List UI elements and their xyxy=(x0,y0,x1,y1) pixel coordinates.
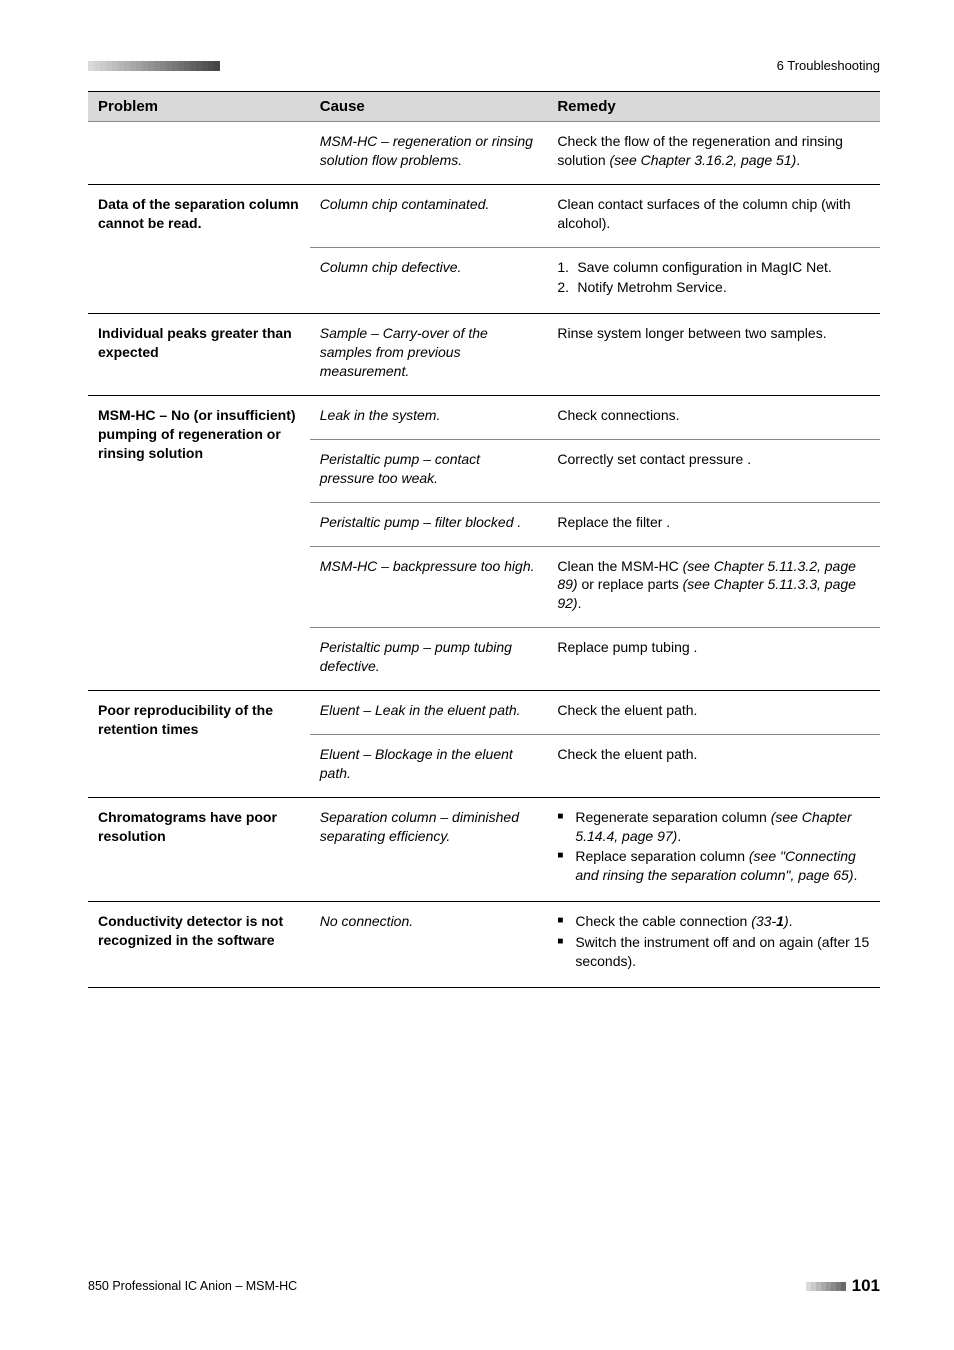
remedy-cell: Check the cable connection (33-1). Switch… xyxy=(547,902,880,988)
cause-cell: Peristaltic pump – filter blocked . xyxy=(310,502,548,546)
cause-text: Peristaltic pump – filter blocked . xyxy=(320,514,522,530)
problem-cell: Conductivity detector is not recognized … xyxy=(88,902,310,988)
problem-label: Conductivity detector is not recognized … xyxy=(98,913,283,948)
cause-text: Leak in the system. xyxy=(320,407,441,423)
problem-label: Data of the separation column cannot be … xyxy=(98,196,299,231)
cause-text: Eluent – Leak in the eluent path. xyxy=(320,702,521,718)
header-dash xyxy=(214,61,220,71)
remedy-cell: Replace the filter . xyxy=(547,502,880,546)
cause-text: Peristaltic pump – pump tubing defective… xyxy=(320,639,512,674)
remedy-item: Check the cable connection (33-1). xyxy=(557,912,870,931)
table-row: Poor reproducibility of the retention ti… xyxy=(88,691,880,735)
cause-cell: Peristaltic pump – pump tubing defective… xyxy=(310,628,548,691)
table-row: Conductivity detector is not recognized … xyxy=(88,902,880,988)
remedy-cell: Clean contact surfaces of the column chi… xyxy=(547,184,880,247)
remedy-cell: Check the eluent path. xyxy=(547,734,880,797)
cause-cell: Separation column – diminished separatin… xyxy=(310,797,548,902)
problem-label: Individual peaks greater than expected xyxy=(98,325,292,360)
cause-cell: No connection. xyxy=(310,902,548,988)
cause-cell: Column chip contaminated. xyxy=(310,184,548,247)
cause-text: Column chip contaminated. xyxy=(320,196,490,212)
table-row: Data of the separation column cannot be … xyxy=(88,184,880,247)
remedy-item: Switch the instrument off and on again (… xyxy=(557,933,870,971)
problem-label: Poor reproducibility of the retention ti… xyxy=(98,702,273,737)
page-number: 101 xyxy=(852,1276,880,1296)
problem-cell: Chromatograms have poor resolution xyxy=(88,797,310,902)
remedy-cell: Check the flow of the regeneration and r… xyxy=(547,122,880,185)
remedy-cell: Rinse system longer between two samples. xyxy=(547,314,880,396)
cause-cell: Sample – Carry-over of the samples from … xyxy=(310,314,548,396)
table-row: MSM-HC – regeneration or rinsing solutio… xyxy=(88,122,880,185)
table-body: MSM-HC – regeneration or rinsing solutio… xyxy=(88,122,880,988)
remedy-item: 2.Notify Metrohm Service. xyxy=(557,278,870,297)
problem-label: MSM-HC – No (or insufficient) pumping of… xyxy=(98,407,296,461)
troubleshooting-table: Problem Cause Remedy MSM-HC – regenerati… xyxy=(88,91,880,988)
cause-cell: Peristaltic pump – contact pressure too … xyxy=(310,439,548,502)
header-dashes xyxy=(88,61,220,71)
problem-label: Chromatograms have poor resolution xyxy=(98,809,277,844)
th-remedy: Remedy xyxy=(547,92,880,122)
cause-cell: Eluent – Blockage in the eluent path. xyxy=(310,734,548,797)
cause-text: Separation column – diminished separatin… xyxy=(320,809,519,844)
remedy-cell: Check the eluent path. xyxy=(547,691,880,735)
table-row: MSM-HC – No (or insufficient) pumping of… xyxy=(88,396,880,440)
problem-cell: Poor reproducibility of the retention ti… xyxy=(88,691,310,798)
table-row: Chromatograms have poor resolution Separa… xyxy=(88,797,880,902)
cause-text: No connection. xyxy=(320,913,413,929)
cause-text: MSM-HC – regeneration or rinsing solutio… xyxy=(320,133,533,168)
remedy-item: 1.Save column configuration in MagIC Net… xyxy=(557,258,870,277)
remedy-cell: 1.Save column configuration in MagIC Net… xyxy=(547,247,880,314)
remedy-cell: Replace pump tubing . xyxy=(547,628,880,691)
cause-text: Sample – Carry-over of the samples from … xyxy=(320,325,488,379)
remedy-item: Replace separation column (see "Connecti… xyxy=(557,847,870,885)
problem-cell xyxy=(88,122,310,185)
cause-cell: Column chip defective. xyxy=(310,247,548,314)
problem-cell: MSM-HC – No (or insufficient) pumping of… xyxy=(88,396,310,691)
cause-cell: Eluent – Leak in the eluent path. xyxy=(310,691,548,735)
th-problem: Problem xyxy=(88,92,310,122)
cause-cell: MSM-HC – regeneration or rinsing solutio… xyxy=(310,122,548,185)
cause-text: Peristaltic pump – contact pressure too … xyxy=(320,451,480,486)
footer-dashes xyxy=(806,1282,846,1291)
cause-text: Eluent – Blockage in the eluent path. xyxy=(320,746,513,781)
cause-text: Column chip defective. xyxy=(320,259,462,275)
chapter-label: 6 Troubleshooting xyxy=(777,58,880,73)
table-row: Individual peaks greater than expected Sa… xyxy=(88,314,880,396)
problem-cell: Data of the separation column cannot be … xyxy=(88,184,310,314)
th-cause: Cause xyxy=(310,92,548,122)
remedy-cell: Regenerate separation column (see Chapte… xyxy=(547,797,880,902)
remedy-cell: Check connections. xyxy=(547,396,880,440)
problem-cell: Individual peaks greater than expected xyxy=(88,314,310,396)
cause-cell: MSM-HC – backpressure too high. xyxy=(310,546,548,628)
cause-cell: Leak in the system. xyxy=(310,396,548,440)
remedy-cell: Clean the MSM-HC (see Chapter 5.11.3.2, … xyxy=(547,546,880,628)
remedy-item: Regenerate separation column (see Chapte… xyxy=(557,808,870,846)
remedy-cell: Correctly set contact pressure . xyxy=(547,439,880,502)
footer-product: 850 Professional IC Anion – MSM-HC xyxy=(88,1279,297,1293)
cause-text: MSM-HC – backpressure too high. xyxy=(320,558,535,574)
footer-dash xyxy=(841,1282,846,1291)
